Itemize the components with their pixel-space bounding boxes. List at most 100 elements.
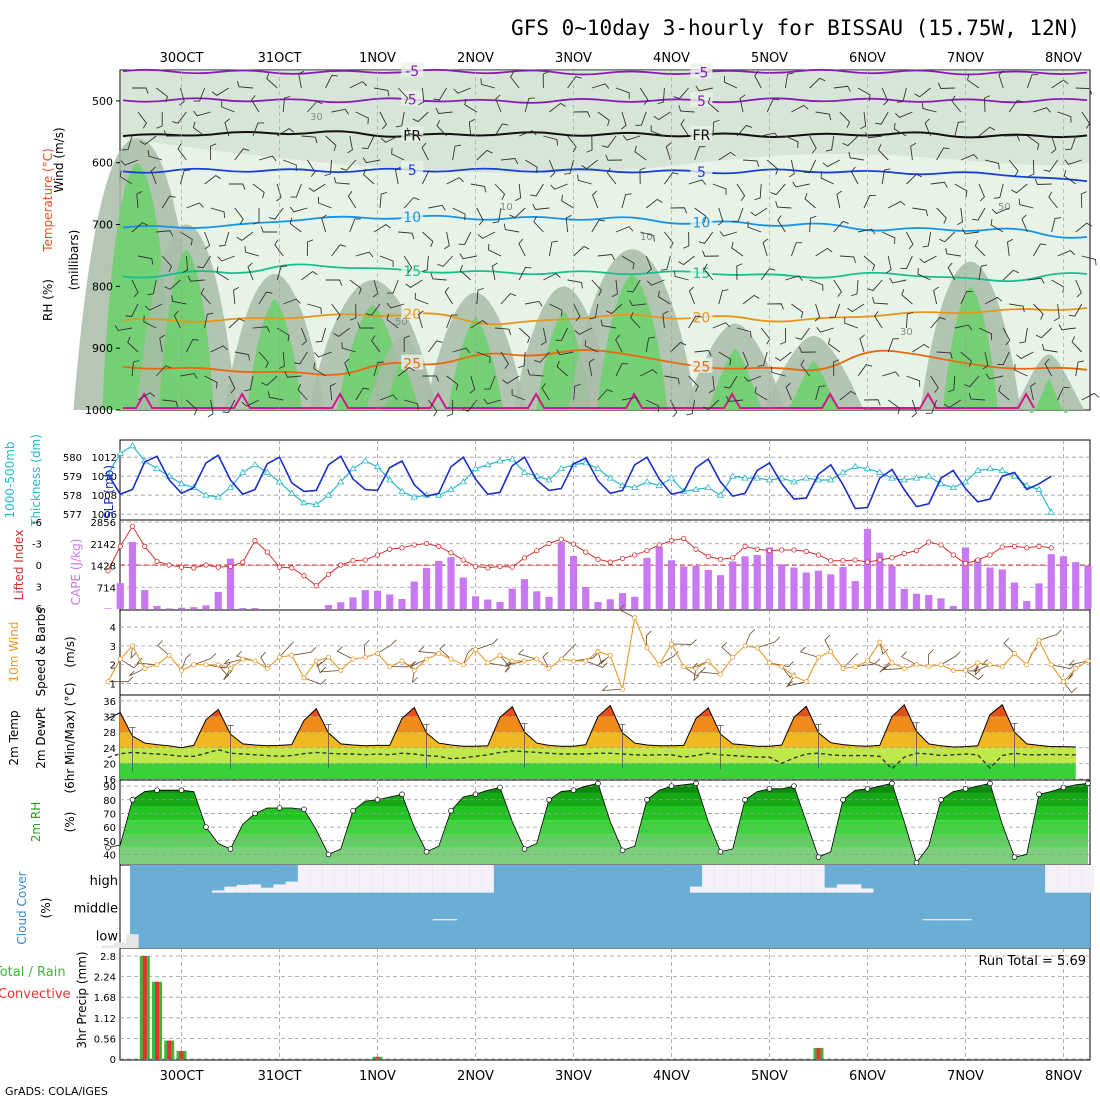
wind10m-barb xyxy=(303,677,327,685)
wind-barb xyxy=(1008,159,1019,177)
wind-barb xyxy=(373,224,391,233)
rh-point xyxy=(301,806,307,813)
wind-barb xyxy=(877,144,889,161)
wind-barb xyxy=(581,159,599,170)
wind-barb xyxy=(800,359,810,377)
wind-barb xyxy=(597,254,615,261)
cape-bar xyxy=(496,601,504,609)
wind-barb xyxy=(476,287,484,305)
wind-barb xyxy=(1051,217,1061,233)
y-tick-thickness: 577 xyxy=(63,510,82,521)
precip-convective-bar xyxy=(167,1040,172,1059)
thickness-point xyxy=(741,474,749,481)
wind-barbs xyxy=(114,70,1100,418)
wind-barb xyxy=(207,399,214,418)
cape-bar xyxy=(925,594,933,609)
wind-speed-point xyxy=(889,660,895,666)
rh-very-humid-area xyxy=(1029,379,1069,414)
lifted-index-point xyxy=(668,538,675,544)
cape-bar xyxy=(361,590,369,609)
wind-barb xyxy=(650,125,665,137)
wind-barb xyxy=(228,318,245,329)
isotherm-label-bg xyxy=(690,357,713,373)
wind-barb xyxy=(132,87,149,94)
wind-barb xyxy=(621,255,635,270)
wind-barb xyxy=(723,76,738,89)
wind-barb xyxy=(307,159,316,177)
wind-barb xyxy=(859,334,865,353)
wind-barb xyxy=(912,343,930,353)
thickness-point xyxy=(692,485,700,492)
wind-barb xyxy=(510,71,520,89)
thickness-point xyxy=(729,472,737,479)
wind-barb xyxy=(480,78,496,89)
wind10m-barb xyxy=(157,640,170,656)
rh-point xyxy=(693,780,699,787)
rh-very-humid-area xyxy=(942,286,998,410)
wind-barb xyxy=(532,203,550,210)
thickness-point xyxy=(361,457,369,464)
axis-label-2m-rh: 2m RH xyxy=(29,802,43,843)
cloud-bar xyxy=(444,918,458,921)
rh-point xyxy=(276,805,283,811)
cloud-bar xyxy=(751,865,764,893)
wind-barb xyxy=(1028,159,1035,177)
wind-barb xyxy=(678,255,695,266)
wind-barb xyxy=(621,396,640,403)
rh-point xyxy=(987,780,993,787)
thickness-point xyxy=(471,464,480,471)
wind-barb xyxy=(428,204,446,211)
wind-barb xyxy=(477,231,496,239)
day-label-top: 4NOV xyxy=(653,51,690,66)
wind-speed-point xyxy=(669,641,675,647)
cloud-bar xyxy=(469,865,482,893)
wind-barb xyxy=(960,290,973,305)
wind-barb xyxy=(341,342,356,353)
wind10m-barb xyxy=(217,664,233,677)
wind-speed-point xyxy=(926,664,932,670)
wind-barb xyxy=(863,399,881,406)
wind-barb xyxy=(669,399,678,418)
wind-barb xyxy=(321,214,327,233)
wind-barb xyxy=(847,303,865,313)
wind-barb xyxy=(1018,198,1034,209)
thickness-point xyxy=(753,474,761,481)
axis-label-speed-barbs: Speed & Barbs xyxy=(34,608,48,697)
day-label-top: 6NOV xyxy=(849,51,886,66)
cape-bar xyxy=(778,564,786,609)
wind-barb xyxy=(276,183,282,202)
isotherm-line xyxy=(122,130,1088,139)
wind-speed-point xyxy=(350,656,356,662)
day-label-bottom: 5NOV xyxy=(751,1069,788,1084)
thickness-point xyxy=(814,476,823,483)
wind-barb xyxy=(657,290,671,305)
thickness-point xyxy=(765,476,774,483)
wind-barb xyxy=(459,253,477,260)
cape-bar xyxy=(863,528,872,609)
wind-barb xyxy=(762,238,769,257)
wind-speed-point xyxy=(472,647,478,653)
wind10m-barb xyxy=(1003,637,1015,654)
wind-barb xyxy=(210,207,226,218)
y-tick-thickness: 578 xyxy=(63,491,82,502)
wind-barb xyxy=(779,327,787,345)
wind-barb xyxy=(244,246,260,257)
wind-barb xyxy=(930,181,948,188)
y-tick-cape: 2856 xyxy=(91,518,116,529)
wind-barb xyxy=(833,279,842,297)
lifted-index-point xyxy=(803,548,809,554)
wind-barb xyxy=(518,351,526,369)
wind-speed-point xyxy=(362,654,368,660)
wind-barb xyxy=(743,375,762,382)
cape-bar xyxy=(141,590,149,609)
wind-barb xyxy=(1007,238,1013,257)
thickness-point xyxy=(300,499,308,506)
wind-barb xyxy=(301,135,318,144)
lifted-index-point xyxy=(840,558,846,564)
thickness-point xyxy=(496,457,504,464)
cape-bar xyxy=(631,596,639,609)
wind-barb xyxy=(361,135,375,150)
wind-barb xyxy=(403,255,413,273)
wind-barb xyxy=(673,87,689,100)
wind-barb xyxy=(325,74,338,89)
